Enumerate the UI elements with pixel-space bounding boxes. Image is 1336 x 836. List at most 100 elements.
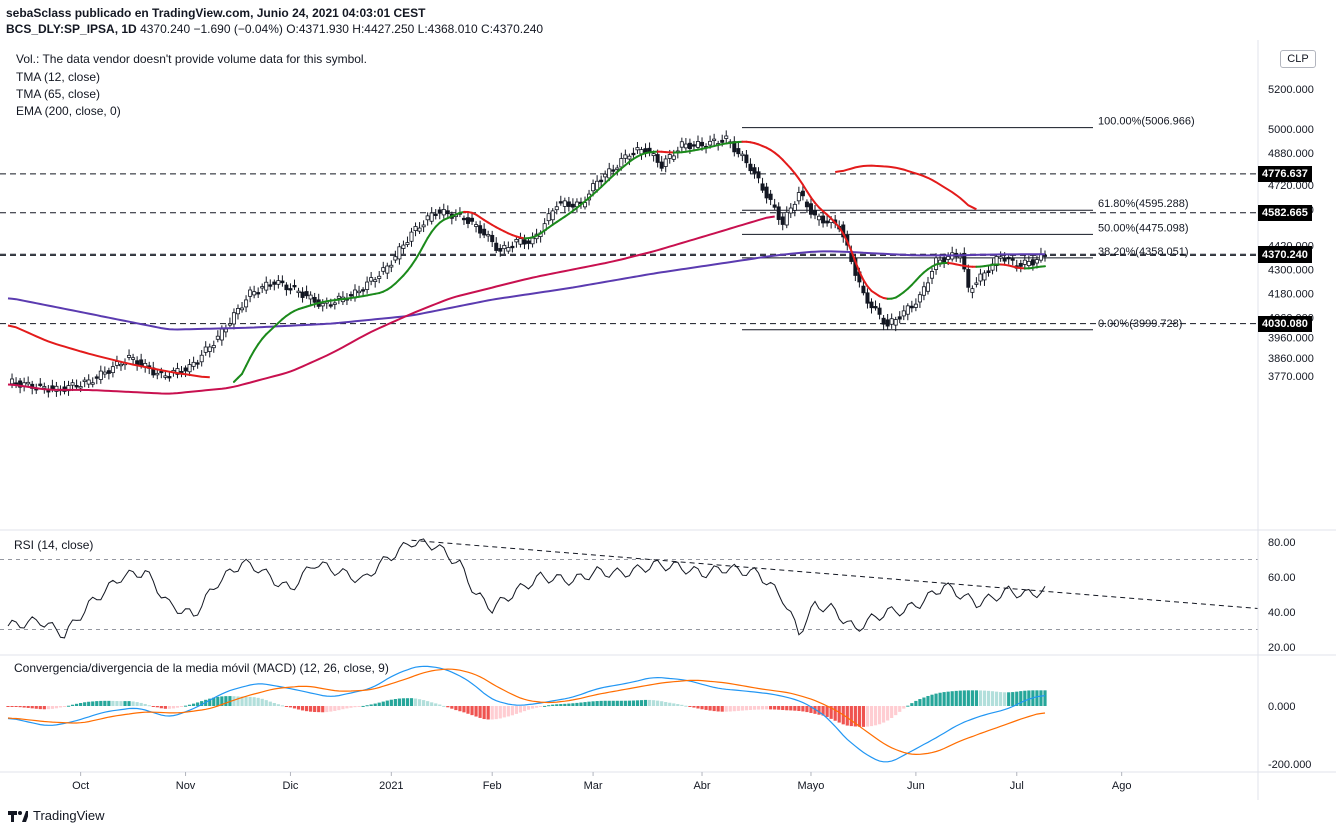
macd-pane — [6, 665, 1047, 763]
macd-histogram-bar — [680, 704, 684, 706]
macd-tick-label: 0.000 — [1268, 701, 1296, 713]
macd-histogram-bar — [385, 700, 389, 706]
candle-body — [175, 368, 180, 375]
candle-body — [623, 154, 628, 159]
macd-histogram-bar — [990, 691, 995, 706]
candle-body — [550, 210, 555, 221]
candle-body — [913, 303, 918, 308]
macd-histogram-bar — [62, 706, 67, 707]
macd-histogram-bar — [280, 705, 284, 707]
macd-histogram-bar — [224, 696, 228, 706]
macd-histogram-bar — [744, 706, 749, 711]
candle-body — [986, 270, 991, 274]
tma12-segment — [253, 343, 260, 352]
macd-histogram-bar — [450, 706, 454, 709]
candle-body — [994, 256, 999, 267]
candle-body — [695, 141, 700, 148]
candle-body — [155, 372, 160, 376]
rsi-title[interactable]: RSI (14, close) — [14, 538, 94, 552]
candle-body — [470, 217, 475, 222]
candle-body — [792, 203, 797, 211]
candle-body — [465, 217, 470, 224]
macd-line — [7, 665, 1046, 763]
macd-histogram-bar — [365, 705, 369, 707]
candle-body — [365, 281, 370, 290]
macd-histogram-bar — [781, 706, 785, 711]
candle-body — [966, 269, 971, 288]
candle-body — [740, 153, 745, 157]
candle-body — [240, 307, 245, 311]
candle-body — [292, 285, 297, 288]
macd-histogram-bar — [99, 700, 103, 706]
tma12-segment — [789, 167, 796, 175]
macd-histogram-bar — [656, 700, 660, 706]
macd-histogram-bar — [716, 706, 720, 712]
candle-body — [724, 135, 729, 139]
macd-histogram-bar — [74, 703, 79, 706]
candle-body — [502, 244, 507, 250]
macd-histogram-bar — [276, 704, 280, 706]
tma12-segment — [834, 221, 841, 229]
macd-histogram-bar — [434, 703, 438, 706]
macd-histogram-bar — [159, 706, 163, 709]
candle-body — [817, 215, 822, 221]
macd-histogram-bar — [119, 701, 123, 706]
macd-histogram-bar — [454, 706, 458, 711]
macd-histogram-bar — [115, 701, 119, 706]
candle-body — [865, 292, 870, 304]
candle-body — [163, 375, 168, 378]
time-axis-label: Ago — [1112, 780, 1132, 792]
candle-body — [187, 364, 192, 373]
candle-body — [369, 277, 374, 282]
candle-body — [1010, 258, 1015, 261]
macd-histogram-bar — [1035, 690, 1039, 706]
candle-body — [655, 154, 660, 163]
candle-body — [127, 354, 132, 358]
tma65-line — [7, 215, 775, 395]
price-tick-label: 4300.000 — [1268, 264, 1314, 276]
macd-histogram-bar — [111, 700, 115, 706]
rsi-tick-label: 80.00 — [1268, 537, 1296, 549]
macd-title[interactable]: Convergencia/divergencia de la media móv… — [14, 661, 389, 675]
macd-histogram-bar — [627, 700, 631, 706]
candle-body — [256, 292, 261, 295]
macd-histogram-bar — [252, 697, 256, 706]
candle-body — [825, 220, 830, 224]
macd-histogram-bar — [317, 706, 321, 713]
candle-body — [417, 227, 422, 232]
candle-body — [1034, 259, 1039, 264]
macd-histogram-bar — [46, 706, 50, 710]
candle-body — [861, 285, 866, 294]
macd-histogram-bar — [341, 706, 345, 710]
price-tag: 4030.080 — [1258, 315, 1312, 332]
ema200-legend[interactable]: EMA (200, close, 0) — [16, 104, 121, 118]
macd-histogram-bar — [369, 704, 373, 706]
candle-body — [70, 382, 75, 386]
candle-body — [18, 380, 23, 388]
macd-histogram-bar — [292, 706, 297, 709]
candle-body — [268, 284, 273, 287]
candle-body — [437, 209, 442, 214]
candle-body — [663, 158, 668, 167]
candle-body — [683, 143, 688, 149]
candle-body — [252, 291, 257, 296]
currency-badge[interactable]: CLP — [1280, 50, 1316, 68]
macd-histogram-bar — [143, 703, 147, 706]
macd-histogram-bar — [123, 701, 127, 706]
candle-body — [235, 308, 240, 315]
candle-body — [498, 248, 503, 252]
candle-body — [962, 252, 967, 270]
macd-histogram-bar — [966, 690, 970, 706]
tma12-legend[interactable]: TMA (12, close) — [16, 70, 101, 84]
macd-histogram-bar — [179, 706, 184, 707]
price-tick-label: 3770.000 — [1268, 371, 1314, 383]
macd-histogram-bar — [793, 706, 797, 711]
macd-histogram-bar — [821, 706, 825, 716]
tma65-legend[interactable]: TMA (65, close) — [16, 87, 101, 101]
rsi-trendline — [411, 539, 1259, 609]
candle-body — [974, 282, 979, 285]
candle-body — [921, 286, 926, 296]
macd-histogram-bar — [950, 691, 954, 706]
candle-body — [1006, 256, 1011, 260]
macd-histogram-bar — [192, 703, 196, 706]
